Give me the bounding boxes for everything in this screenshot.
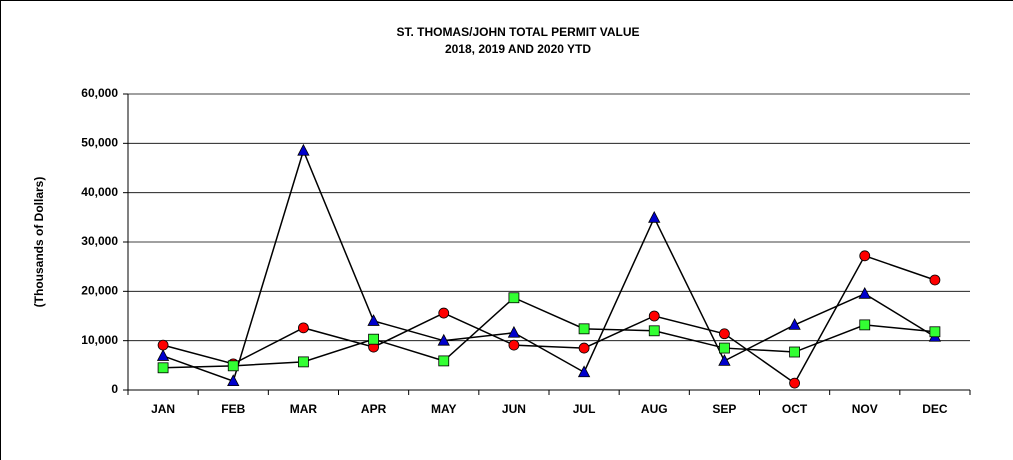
marker — [788, 318, 801, 330]
x-tick-label: OCT — [782, 402, 808, 416]
marker — [297, 143, 310, 156]
marker — [929, 274, 941, 286]
marker — [157, 339, 169, 351]
marker — [157, 362, 169, 374]
marker — [156, 349, 170, 361]
marker — [577, 365, 591, 378]
y-tick-label: 20,000 — [81, 284, 118, 298]
y-axis-label: (Thousands of Dollars) — [32, 177, 46, 308]
marker — [298, 322, 309, 334]
marker — [578, 342, 590, 354]
x-tick-label: FEB — [221, 402, 245, 416]
y-tick-label: 30,000 — [81, 234, 118, 248]
x-tick-label: AUG — [641, 402, 668, 416]
marker — [648, 310, 660, 322]
y-tick-label: 60,000 — [81, 86, 118, 100]
marker — [438, 307, 450, 319]
marker — [789, 377, 800, 389]
x-tick-label: APR — [361, 402, 387, 416]
x-tick-label: JAN — [151, 402, 175, 416]
marker — [648, 210, 661, 223]
x-tick-label: JUL — [573, 402, 596, 416]
marker — [437, 333, 450, 346]
marker — [719, 342, 730, 354]
x-tick-label: MAR — [290, 402, 318, 416]
marker — [578, 323, 590, 335]
marker — [507, 325, 521, 338]
series-line — [163, 296, 935, 369]
marker — [858, 286, 871, 299]
marker — [508, 339, 520, 351]
x-tick-label: SEP — [712, 402, 736, 416]
y-tick-label: 10,000 — [81, 333, 118, 347]
x-tick-label: DEC — [922, 402, 948, 416]
marker — [648, 325, 660, 337]
chart-subtitle: 2018, 2019 AND 2020 YTD — [445, 42, 591, 56]
y-tick-label: 40,000 — [81, 185, 118, 199]
chart-title: ST. THOMAS/JOHN TOTAL PERMIT VALUE — [396, 25, 639, 39]
x-tick-label: MAY — [431, 402, 457, 416]
marker — [929, 326, 941, 338]
marker — [368, 333, 379, 345]
marker — [719, 328, 730, 340]
series-line — [162, 254, 936, 385]
marker — [859, 250, 871, 262]
x-tick-label: JUN — [502, 402, 526, 416]
y-tick-label: 0 — [111, 382, 118, 396]
marker — [789, 346, 800, 358]
marker — [227, 374, 240, 387]
series-line — [162, 148, 936, 383]
marker — [508, 292, 520, 304]
marker — [718, 354, 731, 366]
marker — [227, 360, 239, 372]
marker — [438, 355, 450, 367]
x-tick-label: NOV — [852, 402, 878, 416]
marker — [859, 319, 871, 331]
marker — [367, 314, 380, 326]
marker — [298, 356, 309, 368]
y-tick-label: 50,000 — [81, 136, 118, 150]
